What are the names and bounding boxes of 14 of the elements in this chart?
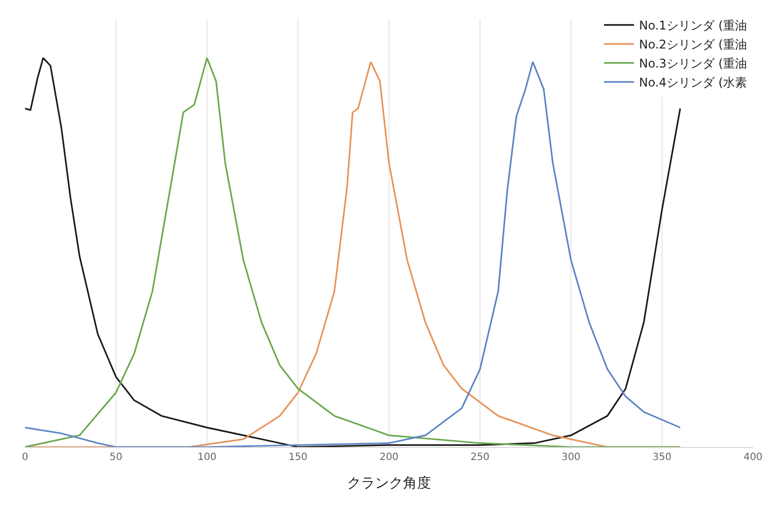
legend-label: No.4シリンダ (水素: [639, 76, 748, 90]
x-tick-label: 350: [652, 452, 672, 463]
x-tick-label: 100: [197, 452, 217, 463]
legend-label: No.1シリンダ (重油: [639, 18, 748, 33]
x-tick-label: 200: [379, 452, 399, 463]
x-tick-label: 0: [22, 452, 28, 463]
x-axis-title: クランク角度: [347, 475, 431, 492]
legend-label: No.3シリンダ (重油: [639, 56, 748, 71]
x-tick-label: 300: [561, 452, 581, 463]
legend-label: No.2シリンダ (重油: [639, 38, 748, 52]
x-tick-label: 400: [743, 452, 763, 463]
x-tick-label: 150: [288, 452, 308, 463]
x-tick-label: 50: [110, 452, 122, 463]
x-tick-label: 250: [470, 452, 490, 463]
